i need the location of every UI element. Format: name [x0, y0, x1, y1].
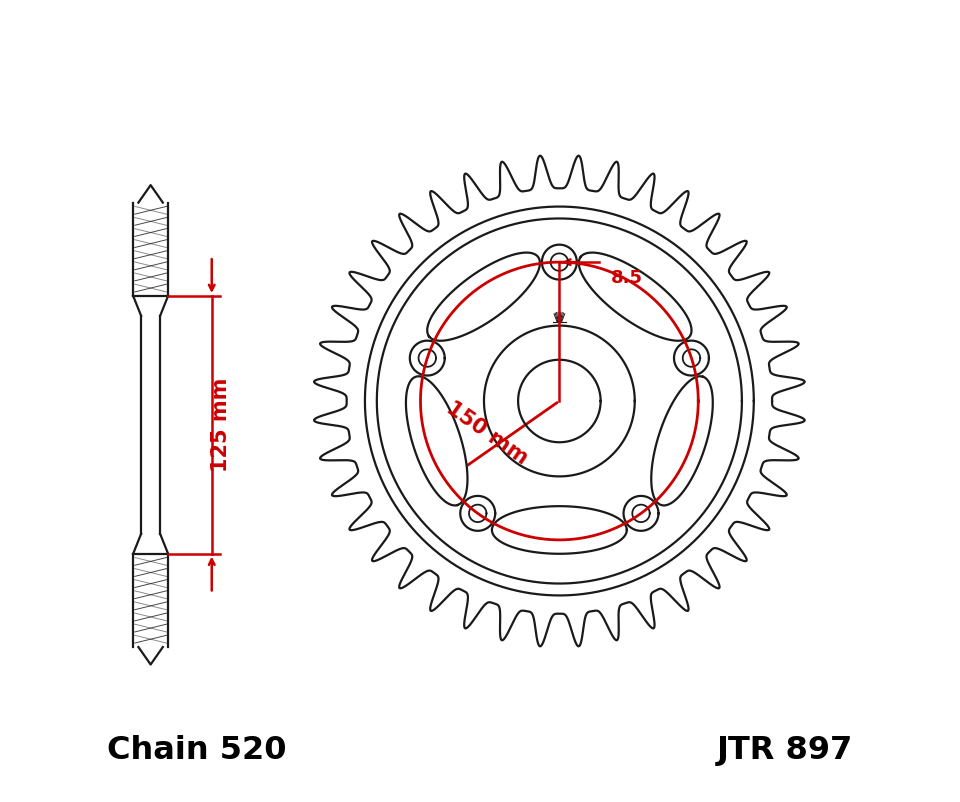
Text: 150 mm: 150 mm — [443, 398, 531, 468]
Text: Chain 520: Chain 520 — [107, 735, 286, 766]
Polygon shape — [579, 253, 691, 341]
Text: 125 mm: 125 mm — [211, 378, 231, 472]
Polygon shape — [492, 506, 627, 553]
Polygon shape — [406, 376, 468, 505]
Polygon shape — [427, 253, 540, 341]
Text: 8.5: 8.5 — [611, 269, 643, 287]
Polygon shape — [651, 376, 713, 505]
Text: JTR 897: JTR 897 — [717, 735, 853, 766]
